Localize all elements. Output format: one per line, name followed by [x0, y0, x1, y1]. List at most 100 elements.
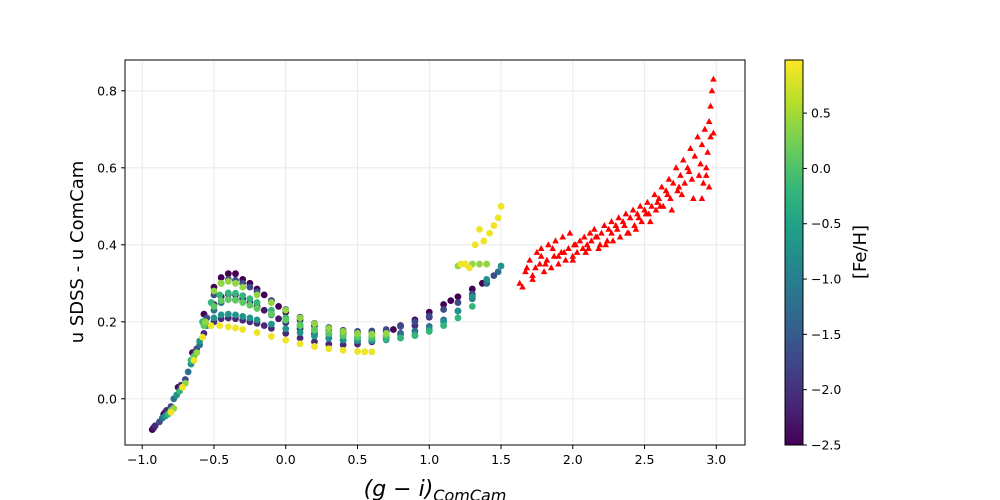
- x-tick-label: 1.0: [419, 452, 439, 467]
- triangle-point: [622, 210, 630, 217]
- model-point: [425, 312, 433, 320]
- triangle-point: [582, 248, 589, 255]
- model-point: [471, 241, 479, 249]
- triangle-point: [665, 175, 673, 182]
- x-tick-label: 1.5: [491, 452, 511, 467]
- triangle-point: [569, 252, 577, 259]
- x-axis: −1.0 −0.5 0.0 0.5 1.0 1.5 2.0 2.5 3.0: [127, 445, 726, 467]
- model-point: [210, 314, 218, 322]
- model-point: [311, 332, 318, 340]
- model-point: [253, 329, 261, 336]
- model-point: [224, 277, 232, 285]
- model-point: [210, 303, 218, 310]
- model-point: [339, 346, 347, 354]
- triangle-point: [586, 229, 594, 236]
- colorbar-ticks: −2.5 −2.0 −1.5 −1.0 −0.5 0.0 0.5: [803, 106, 841, 453]
- triangle-point: [547, 264, 555, 271]
- triangle-point: [523, 264, 531, 271]
- model-point: [217, 279, 225, 287]
- grid-lines: [125, 60, 745, 445]
- triangle-point: [545, 241, 552, 248]
- x-tick-label: −1.0: [127, 452, 157, 467]
- triangle-point: [674, 187, 681, 194]
- model-point: [232, 279, 239, 287]
- triangle-point: [549, 245, 556, 252]
- triangle-point: [675, 183, 683, 190]
- model-point: [260, 291, 268, 299]
- model-point: [311, 320, 318, 328]
- model-point: [239, 292, 247, 300]
- model-point: [217, 297, 225, 305]
- model-point: [325, 329, 333, 337]
- model-point: [368, 330, 376, 338]
- triangle-point: [598, 229, 605, 236]
- model-point: [267, 320, 275, 328]
- triangle-point: [532, 264, 539, 271]
- model-point: [224, 323, 232, 331]
- triangle-point: [646, 218, 654, 225]
- x-tick-label: 0.0: [276, 452, 296, 467]
- model-point: [232, 296, 239, 304]
- triangle-point: [636, 202, 644, 209]
- triangle-point: [576, 237, 584, 244]
- model-point: [311, 343, 318, 350]
- colorbar-tick-label: −2.5: [811, 438, 841, 453]
- triangle-point: [609, 237, 617, 244]
- model-point: [490, 222, 498, 229]
- model-point: [253, 299, 261, 306]
- model-point: [239, 313, 247, 320]
- model-point: [253, 304, 261, 312]
- triangle-point: [690, 195, 697, 201]
- triangle-point: [560, 248, 568, 255]
- triangle-point: [625, 229, 633, 236]
- model-point: [253, 291, 261, 299]
- colorbar-tick-label: −1.0: [811, 272, 841, 287]
- triangle-point: [529, 272, 536, 278]
- model-point: [282, 306, 290, 314]
- model-point: [232, 324, 239, 332]
- triangle-point: [536, 260, 544, 267]
- model-point: [397, 334, 404, 342]
- triangle-point: [669, 179, 677, 186]
- model-point: [217, 311, 225, 319]
- triangle-point: [698, 141, 706, 148]
- model-point: [216, 291, 224, 299]
- triangle-point: [681, 179, 689, 186]
- model-point: [193, 349, 201, 356]
- model-point: [476, 260, 483, 268]
- triangle-point: [565, 245, 572, 252]
- triangle-point: [664, 191, 671, 198]
- model-point: [275, 315, 282, 323]
- model-point: [296, 322, 304, 330]
- model-point: [296, 334, 304, 342]
- triangle-point: [602, 241, 610, 248]
- triangle-point: [526, 256, 534, 263]
- model-point: [253, 316, 261, 324]
- colorbar-tick-label: 0.0: [811, 161, 831, 176]
- triangle-point: [550, 252, 558, 259]
- model-point: [411, 318, 419, 326]
- triangle-point: [540, 268, 548, 275]
- model-point: [368, 348, 376, 356]
- triangle-point: [629, 206, 637, 213]
- model-point: [224, 310, 232, 318]
- triangle-point: [608, 229, 615, 236]
- model-point: [476, 226, 483, 233]
- triangle-point: [668, 206, 676, 213]
- triangle-point: [652, 206, 660, 213]
- model-point: [468, 293, 476, 301]
- model-point: [325, 345, 333, 353]
- triangle-point: [595, 245, 602, 252]
- triangle-point: [635, 214, 643, 221]
- model-point: [199, 333, 206, 341]
- x-tick-label: 2.0: [563, 452, 583, 467]
- triangle-point: [537, 245, 545, 252]
- triangle-point: [562, 256, 569, 263]
- triangle-point: [701, 125, 709, 132]
- triangle-point: [608, 218, 615, 225]
- model-point: [282, 316, 290, 324]
- model-point: [425, 328, 433, 335]
- model-point: [282, 336, 290, 344]
- triangle-point: [679, 156, 687, 163]
